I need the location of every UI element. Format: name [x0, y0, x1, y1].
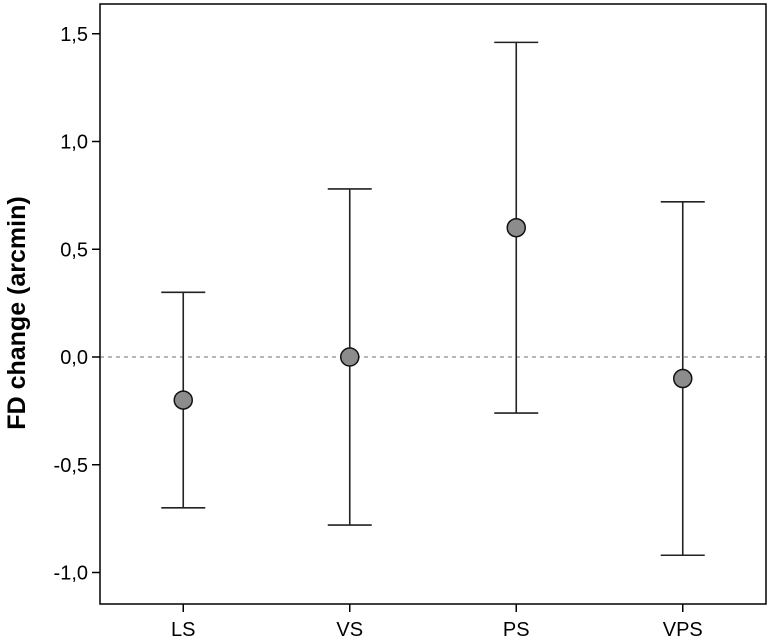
- mean-point: [173, 390, 193, 410]
- y-tick-label: 0,5: [60, 239, 88, 261]
- points-layer: [173, 217, 693, 410]
- y-tick-label: 0,0: [60, 347, 88, 369]
- x-tick-label: LS: [171, 619, 195, 641]
- y-tick-label: 1,5: [60, 24, 88, 46]
- y-tick-label: -0,5: [54, 455, 88, 477]
- y-tick-label: 1,0: [60, 132, 88, 154]
- axes-layer: -1,0 -0,5 0,0 0,5 1,0 1,5 LS VS PS VPS: [54, 3, 767, 641]
- x-tick-label: VS: [336, 619, 363, 641]
- y-tick-label: -1,0: [54, 563, 88, 585]
- x-tick-label: VPS: [663, 619, 703, 641]
- mean-point: [340, 347, 360, 367]
- y-axis-label: FD change (arcmin): [3, 196, 31, 429]
- mean-point: [506, 217, 526, 238]
- plot-frame: [99, 3, 767, 605]
- mean-point: [673, 368, 693, 389]
- x-tick-label: PS: [503, 619, 530, 641]
